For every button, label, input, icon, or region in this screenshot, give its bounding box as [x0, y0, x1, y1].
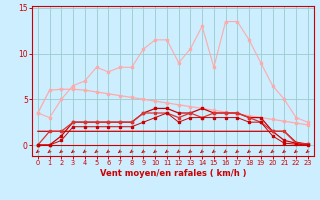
X-axis label: Vent moyen/en rafales ( km/h ): Vent moyen/en rafales ( km/h )	[100, 169, 246, 178]
